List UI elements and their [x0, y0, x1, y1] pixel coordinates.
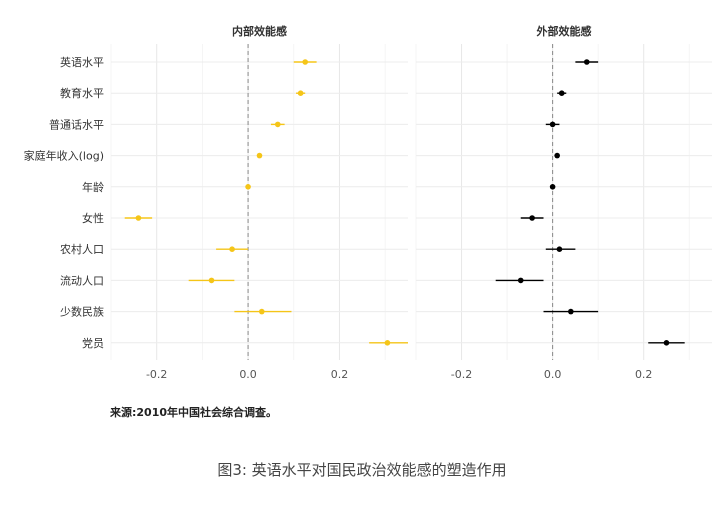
y-axis-label: 家庭年收入(log) — [24, 149, 104, 163]
point-estimate — [274, 121, 281, 128]
x-tick-label: -0.2 — [451, 368, 472, 381]
y-axis-label: 少数民族 — [60, 305, 104, 319]
x-tick-label: 0.0 — [544, 368, 562, 381]
figure-caption: 图3: 英语水平对国民政治效能感的塑造作用 — [217, 461, 507, 479]
point-estimate — [245, 184, 251, 190]
point-estimate — [229, 246, 235, 252]
x-tick-label: 0.0 — [239, 368, 257, 381]
point-estimate — [529, 215, 535, 221]
y-axis-label: 教育水平 — [60, 86, 104, 100]
point-estimate — [556, 246, 563, 252]
y-axis-label: 农村人口 — [60, 242, 104, 256]
panel-title: 外部效能感 — [536, 24, 592, 38]
panel-title: 内部效能感 — [232, 24, 287, 38]
y-axis-label: 流动人口 — [60, 273, 104, 287]
point-estimate — [663, 340, 670, 346]
y-axis-label: 年龄 — [82, 180, 104, 194]
y-axis-label: 普通话水平 — [49, 117, 104, 131]
source-note: 来源:2010年中国社会综合调查。 — [110, 406, 278, 419]
point-estimate — [208, 277, 215, 284]
y-axis-label: 党员 — [82, 337, 104, 350]
point-estimate — [258, 308, 265, 315]
point-estimate — [302, 59, 308, 65]
point-estimate — [583, 59, 590, 65]
x-tick-label: -0.2 — [146, 368, 167, 381]
y-axis-label: 英语水平 — [60, 55, 104, 69]
point-estimate — [568, 308, 574, 315]
point-estimate — [384, 340, 391, 346]
point-estimate — [558, 90, 565, 96]
point-estimate — [549, 184, 556, 190]
point-estimate — [135, 215, 142, 221]
point-estimate — [554, 152, 560, 159]
point-estimate — [549, 121, 556, 128]
x-tick-label: 0.2 — [331, 368, 349, 381]
y-axis-label: 女性 — [82, 211, 104, 225]
point-estimate — [256, 152, 263, 159]
point-estimate — [297, 90, 304, 96]
point-estimate — [517, 277, 524, 284]
x-tick-label: 0.2 — [635, 368, 653, 381]
